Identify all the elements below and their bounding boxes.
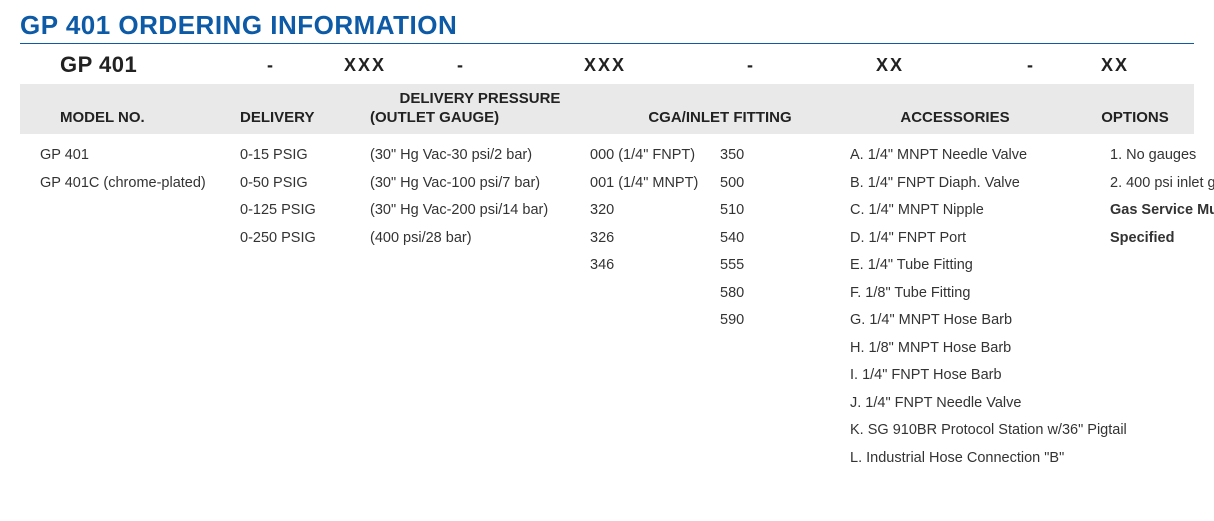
cga-item: 000 (1/4" FNPT) [590, 142, 720, 170]
delivery-item: 0-50 PSIG [240, 170, 370, 198]
model-no-item: GP 401C (chrome-plated) [40, 170, 240, 198]
accessory-item: I. 1/4" FNPT Hose Barb [850, 362, 1110, 390]
accessory-item: L. Industrial Hose Connection "B" [850, 445, 1110, 473]
column-headers: DELIVERY PRESSURE MODEL NO. DELIVERY (OU… [20, 84, 1194, 134]
col-outlet-gauge: (30" Hg Vac-30 psi/2 bar) (30" Hg Vac-10… [370, 142, 590, 473]
pattern-sep: - [1020, 55, 1040, 76]
cga-item: 500 [720, 170, 850, 198]
pattern-placeholder: XXX [470, 55, 740, 76]
delivery-item: 0-15 PSIG [240, 142, 370, 170]
col-cga-right: 350 500 510 540 555 580 590 [720, 142, 850, 473]
delivery-item: 0-250 PSIG [240, 225, 370, 253]
option-item: 2. 400 psi inlet gauge [1110, 170, 1214, 198]
cga-item: 580 [720, 280, 850, 308]
pattern-sep: - [260, 55, 280, 76]
cga-item: 320 [590, 197, 720, 225]
accessory-item: E. 1/4" Tube Fitting [850, 252, 1110, 280]
accessory-item: B. 1/4" FNPT Diaph. Valve [850, 170, 1110, 198]
header-options: OPTIONS [1060, 109, 1210, 126]
header-delivery-pressure-top: DELIVERY PRESSURE [370, 90, 590, 107]
outlet-gauge-item: (30" Hg Vac-30 psi/2 bar) [370, 142, 590, 170]
outlet-gauge-item: (30" Hg Vac-100 psi/7 bar) [370, 170, 590, 198]
col-delivery: 0-15 PSIG 0-50 PSIG 0-125 PSIG 0-250 PSI… [240, 142, 370, 473]
model-no-item: GP 401 [40, 142, 240, 170]
pattern-placeholder: XXX [280, 55, 450, 76]
accessory-item: F. 1/8" Tube Fitting [850, 280, 1110, 308]
options-note: Gas Service Must be [1110, 197, 1214, 225]
col-options: 1. No gauges 2. 400 psi inlet gauge Gas … [1110, 142, 1214, 473]
accessory-item: D. 1/4" FNPT Port [850, 225, 1110, 253]
cga-item: 540 [720, 225, 850, 253]
header-model-no: MODEL NO. [40, 109, 240, 126]
ordering-pattern-row: GP 401 - XXX - XXX - XX - XX [20, 48, 1194, 84]
cga-item: 326 [590, 225, 720, 253]
ordering-table-body: GP 401 GP 401C (chrome-plated) 0-15 PSIG… [20, 134, 1194, 473]
outlet-gauge-item: (30" Hg Vac-200 psi/14 bar) [370, 197, 590, 225]
col-accessories: A. 1/4" MNPT Needle Valve B. 1/4" FNPT D… [850, 142, 1110, 473]
delivery-item: 0-125 PSIG [240, 197, 370, 225]
header-cga-inlet: CGA/INLET FITTING [590, 109, 850, 126]
pattern-placeholder: XX [1040, 55, 1190, 76]
cga-item: 555 [720, 252, 850, 280]
pattern-placeholder: XX [760, 55, 1020, 76]
cga-item: 510 [720, 197, 850, 225]
accessory-item: H. 1/8" MNPT Hose Barb [850, 335, 1110, 363]
header-outlet-gauge: (OUTLET GAUGE) [370, 109, 590, 126]
header-delivery: DELIVERY [240, 109, 370, 126]
col-cga-left: 000 (1/4" FNPT) 001 (1/4" MNPT) 320 326 … [590, 142, 720, 473]
col-model-no: GP 401 GP 401C (chrome-plated) [40, 142, 240, 473]
accessory-item: G. 1/4" MNPT Hose Barb [850, 307, 1110, 335]
pattern-sep: - [450, 55, 470, 76]
options-note: Specified [1110, 225, 1214, 253]
accessory-item: K. SG 910BR Protocol Station w/36" Pigta… [850, 417, 1110, 445]
option-item: 1. No gauges [1110, 142, 1214, 170]
accessory-item: J. 1/4" FNPT Needle Valve [850, 390, 1110, 418]
pattern-model: GP 401 [60, 52, 260, 78]
cga-item: 350 [720, 142, 850, 170]
cga-item: 001 (1/4" MNPT) [590, 170, 720, 198]
pattern-sep: - [740, 55, 760, 76]
header-accessories: ACCESSORIES [850, 109, 1060, 126]
accessory-item: A. 1/4" MNPT Needle Valve [850, 142, 1110, 170]
outlet-gauge-item: (400 psi/28 bar) [370, 225, 590, 253]
cga-item: 346 [590, 252, 720, 280]
page-title: GP 401 ORDERING INFORMATION [20, 10, 1194, 44]
cga-item: 590 [720, 307, 850, 335]
accessory-item: C. 1/4" MNPT Nipple [850, 197, 1110, 225]
